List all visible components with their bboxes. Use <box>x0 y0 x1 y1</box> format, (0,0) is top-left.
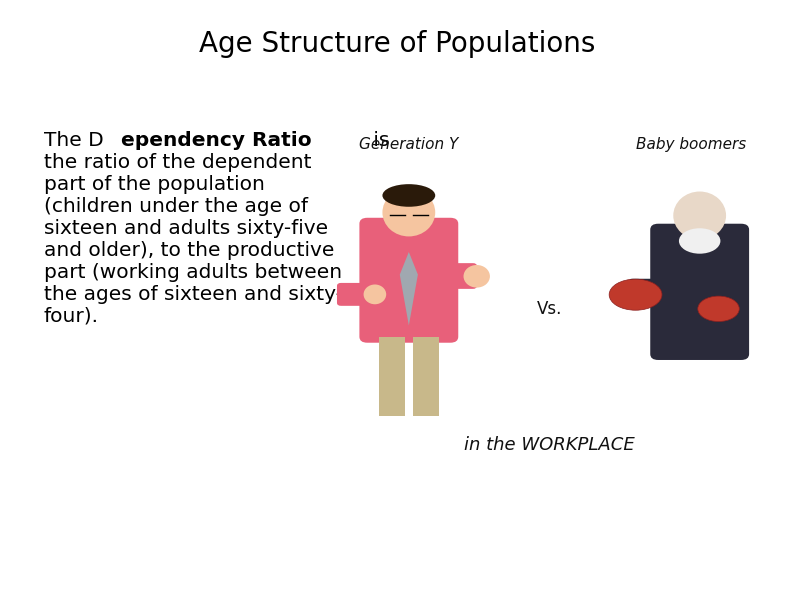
Ellipse shape <box>383 189 435 236</box>
Text: Baby boomers: Baby boomers <box>636 137 746 152</box>
Ellipse shape <box>673 192 726 240</box>
Ellipse shape <box>464 265 490 287</box>
FancyBboxPatch shape <box>337 283 390 306</box>
Text: the ratio of the dependent: the ratio of the dependent <box>44 153 311 172</box>
Text: and older), to the productive: and older), to the productive <box>44 241 334 260</box>
FancyBboxPatch shape <box>630 278 668 296</box>
Text: four).: four). <box>44 307 98 326</box>
FancyBboxPatch shape <box>379 337 405 416</box>
Text: part (working adults between: part (working adults between <box>44 263 341 282</box>
FancyBboxPatch shape <box>424 263 477 289</box>
FancyBboxPatch shape <box>650 224 749 360</box>
Ellipse shape <box>383 184 435 206</box>
Text: part of the population: part of the population <box>44 175 264 194</box>
FancyBboxPatch shape <box>330 131 770 488</box>
Ellipse shape <box>698 296 739 321</box>
Text: (children under the age of: (children under the age of <box>44 197 307 216</box>
Text: Generation Y: Generation Y <box>359 137 458 152</box>
Text: in the WORKPLACE: in the WORKPLACE <box>464 436 635 454</box>
Text: is: is <box>367 131 389 150</box>
Text: The D: The D <box>44 131 103 150</box>
Ellipse shape <box>364 284 386 304</box>
Text: ependency Ratio: ependency Ratio <box>121 131 311 150</box>
Text: Vs.: Vs. <box>538 300 562 318</box>
FancyBboxPatch shape <box>413 337 439 416</box>
Ellipse shape <box>679 228 720 253</box>
Text: the ages of sixteen and sixty-: the ages of sixteen and sixty- <box>44 285 342 304</box>
Polygon shape <box>400 252 418 325</box>
Text: Age Structure of Populations: Age Structure of Populations <box>198 30 596 58</box>
Ellipse shape <box>609 279 662 310</box>
FancyBboxPatch shape <box>360 218 458 343</box>
Text: sixteen and adults sixty-five: sixteen and adults sixty-five <box>44 219 328 238</box>
